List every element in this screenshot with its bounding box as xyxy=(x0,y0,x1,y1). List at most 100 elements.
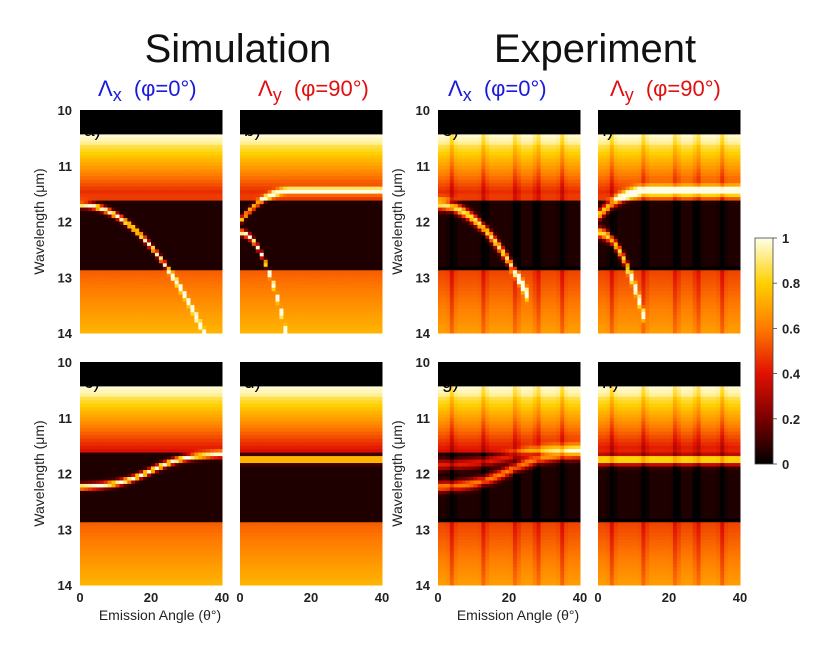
heatmap-cell xyxy=(162,287,168,292)
heatmap-cell xyxy=(87,186,93,191)
heatmap-cell xyxy=(154,242,160,247)
heatmap-cell xyxy=(127,238,132,243)
heatmap-cell xyxy=(295,123,300,128)
heatmap-cell xyxy=(350,144,355,149)
heatmap-cell xyxy=(202,165,207,170)
heatmap-cell xyxy=(154,291,160,296)
heatmap-cell xyxy=(170,231,176,236)
heatmap-cell xyxy=(186,151,191,156)
heatmap-cell xyxy=(202,190,207,195)
heatmap-cell xyxy=(91,386,97,391)
heatmap-cell xyxy=(127,298,132,303)
heatmap-cell xyxy=(362,228,367,233)
heatmap-cell xyxy=(318,197,324,202)
heatmap-cell xyxy=(307,162,312,167)
heatmap-cell xyxy=(135,382,140,387)
heatmap-cell xyxy=(178,155,184,160)
heatmap-cell xyxy=(334,329,340,334)
heatmap-cell xyxy=(103,162,109,167)
heatmap-cell xyxy=(139,326,144,331)
heatmap-cell xyxy=(322,186,328,191)
heatmap-cell xyxy=(326,130,332,135)
heatmap-cell xyxy=(115,312,120,317)
heatmap-cell xyxy=(80,218,85,222)
heatmap-cell xyxy=(174,123,180,128)
heatmap-cell xyxy=(206,110,211,114)
heatmap-cell xyxy=(243,259,249,264)
heatmap-cell xyxy=(131,322,136,327)
heatmap-cell xyxy=(338,176,344,181)
heatmap-cell xyxy=(240,291,245,296)
heatmap-cell xyxy=(279,137,284,142)
heatmap-cell xyxy=(95,176,101,181)
heatmap-cell xyxy=(202,172,207,177)
heatmap-cell xyxy=(147,389,152,394)
heatmap-cell xyxy=(147,228,152,233)
heatmap-cell xyxy=(210,113,215,118)
heatmap-cell xyxy=(214,116,219,121)
heatmap-cell xyxy=(255,280,261,285)
heatmap-cell xyxy=(334,120,340,125)
heatmap-cell xyxy=(210,266,215,271)
heatmap-cell xyxy=(240,273,245,278)
heatmap-cell xyxy=(174,221,180,226)
heatmap-cell xyxy=(95,393,101,398)
heatmap-cell xyxy=(103,365,109,370)
heatmap-cell xyxy=(83,190,89,195)
heatmap-cell xyxy=(303,284,308,289)
heatmap-cell xyxy=(131,393,136,398)
heatmap-cell xyxy=(334,162,340,167)
heatmap-cell xyxy=(358,312,363,317)
heatmap-cell xyxy=(251,165,257,170)
heatmap-cell xyxy=(350,200,355,205)
heatmap-cell xyxy=(271,280,276,285)
heatmap-cell xyxy=(83,137,89,142)
heatmap-cell xyxy=(158,218,164,222)
heatmap-cell xyxy=(210,193,215,198)
heatmap-cell xyxy=(370,221,375,226)
heatmap-cell xyxy=(190,245,195,250)
heatmap-cell xyxy=(303,218,308,222)
heatmap-cell xyxy=(374,319,379,324)
heatmap-cell xyxy=(147,256,152,261)
heatmap-cell xyxy=(314,291,320,296)
heatmap-cell xyxy=(103,123,109,128)
heatmap-cell xyxy=(263,270,269,275)
heatmap-cell xyxy=(87,120,93,125)
heatmap-cell xyxy=(170,375,176,380)
heatmap-cell xyxy=(247,193,253,198)
heatmap-cell xyxy=(279,305,284,310)
heatmap-cell xyxy=(127,172,132,177)
heatmap-cell xyxy=(115,287,120,292)
heatmap-cell xyxy=(107,158,113,163)
heatmap-cell xyxy=(139,120,144,125)
heatmap-cell xyxy=(83,287,89,292)
heatmap-cell xyxy=(311,284,316,289)
heatmap-cell xyxy=(255,245,261,250)
heatmap-cell xyxy=(338,224,344,229)
heatmap-cell xyxy=(240,190,245,195)
heatmap-cell xyxy=(243,186,249,191)
heatmap-cell xyxy=(139,280,144,285)
heatmap-cell xyxy=(326,179,332,184)
heatmap-cell xyxy=(251,294,257,299)
heatmap-cell xyxy=(151,277,156,282)
heatmap-cell xyxy=(334,266,340,271)
heatmap-cell xyxy=(243,183,249,188)
heatmap-cell xyxy=(91,396,97,401)
heatmap-cell xyxy=(259,127,265,132)
heatmap-cell xyxy=(218,266,223,271)
heatmap-cell xyxy=(342,231,347,236)
heatmap-cell xyxy=(202,322,207,327)
heatmap-cell xyxy=(174,183,180,188)
heatmap-cell xyxy=(362,183,367,188)
heatmap-cell xyxy=(291,137,296,142)
heatmap-cell xyxy=(103,270,109,275)
heatmap-cell xyxy=(322,256,328,261)
heatmap-cell xyxy=(358,155,363,160)
heatmap-cell xyxy=(178,375,184,380)
heatmap-cell xyxy=(354,287,359,292)
heatmap-cell xyxy=(190,242,195,247)
heatmap-cell xyxy=(91,137,97,142)
heatmap-cell xyxy=(240,179,245,184)
